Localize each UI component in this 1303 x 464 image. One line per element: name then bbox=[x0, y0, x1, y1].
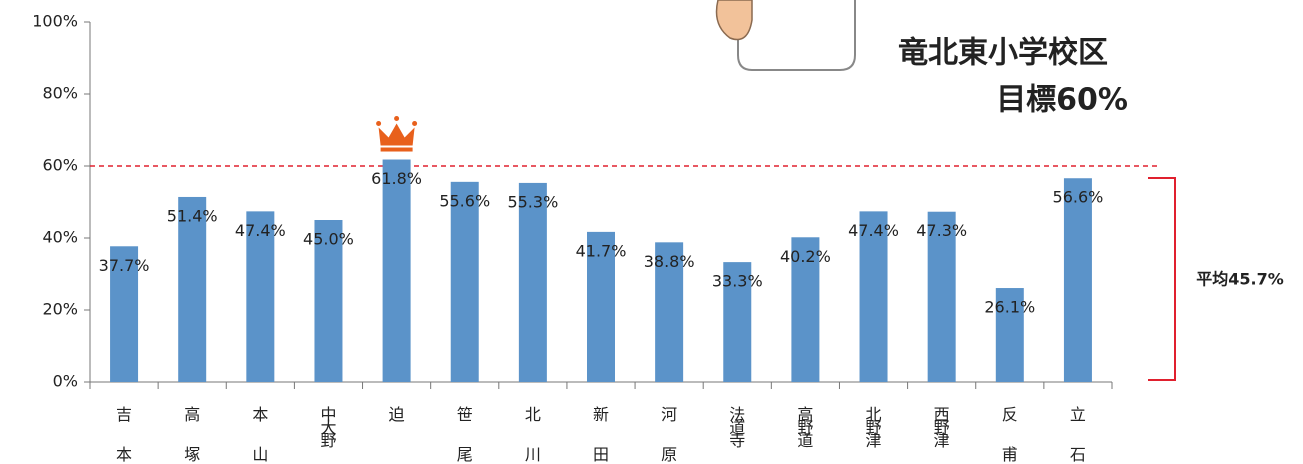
data-label: 33.3% bbox=[712, 272, 763, 291]
x-tick-label: 西野津 bbox=[934, 405, 950, 450]
x-tick-label: 立石 bbox=[1070, 405, 1086, 464]
data-label: 51.4% bbox=[167, 206, 218, 225]
data-label: 61.8% bbox=[371, 169, 422, 188]
bar bbox=[383, 160, 411, 382]
data-label: 47.3% bbox=[916, 221, 967, 240]
crown-icon bbox=[376, 116, 417, 152]
x-tick-label: 北野津 bbox=[866, 405, 882, 450]
data-label: 55.3% bbox=[507, 192, 558, 211]
x-tick-label: 中大野 bbox=[320, 405, 336, 450]
school-label: 竜北東小学校区 bbox=[898, 36, 1108, 71]
y-tick-label: 60% bbox=[42, 156, 78, 175]
y-tick-label: 100% bbox=[32, 12, 78, 31]
x-tick-label: 新田 bbox=[593, 405, 609, 464]
x-tick-label: 河原 bbox=[661, 405, 677, 464]
y-tick-label: 0% bbox=[53, 372, 78, 391]
bar bbox=[1064, 178, 1092, 382]
crown-base bbox=[381, 148, 413, 152]
y-tick-label: 20% bbox=[42, 300, 78, 319]
bar bbox=[451, 182, 479, 382]
data-label: 38.8% bbox=[644, 252, 695, 271]
data-label: 45.0% bbox=[303, 230, 354, 249]
target-label: 目標60% bbox=[996, 83, 1128, 118]
data-label: 47.4% bbox=[848, 221, 899, 240]
average-bracket bbox=[1148, 178, 1175, 380]
y-tick-label: 40% bbox=[42, 228, 78, 247]
crown-dot bbox=[394, 116, 399, 121]
data-label: 47.4% bbox=[235, 221, 286, 240]
data-label: 26.1% bbox=[984, 298, 1035, 317]
bar bbox=[519, 183, 547, 382]
data-label: 37.7% bbox=[99, 256, 150, 275]
data-label: 40.2% bbox=[780, 247, 831, 266]
x-tick-label: 高野道 bbox=[797, 405, 813, 450]
y-tick-label: 80% bbox=[42, 84, 78, 103]
x-tick-label: 吉本 bbox=[116, 405, 132, 464]
illustration bbox=[717, 0, 856, 70]
x-tick-label: 高塚 bbox=[184, 405, 200, 464]
crown-dot bbox=[412, 121, 417, 126]
x-tick-label: 笹尾 bbox=[457, 405, 473, 464]
x-tick-label: 本山 bbox=[252, 405, 268, 464]
x-tick-label: 迫 bbox=[389, 405, 405, 424]
x-tick-label: 反甫 bbox=[1002, 405, 1018, 464]
data-label: 41.7% bbox=[576, 241, 627, 260]
crown-shape bbox=[379, 124, 415, 146]
data-label: 55.6% bbox=[439, 191, 490, 210]
crown-dot bbox=[376, 121, 381, 126]
data-label: 56.6% bbox=[1053, 188, 1104, 207]
average-label: 平均45.7% bbox=[1196, 270, 1284, 289]
page: {"chart_data": {"type": "bar", "categori… bbox=[0, 0, 1303, 464]
x-tick-label: 北川 bbox=[525, 405, 541, 464]
x-tick-label: 法道寺 bbox=[729, 405, 745, 450]
chart: 竜北東小学校区 目標60% 平均45.7% 0% 20% 40% 60% 80% 100%… bbox=[0, 0, 1303, 464]
